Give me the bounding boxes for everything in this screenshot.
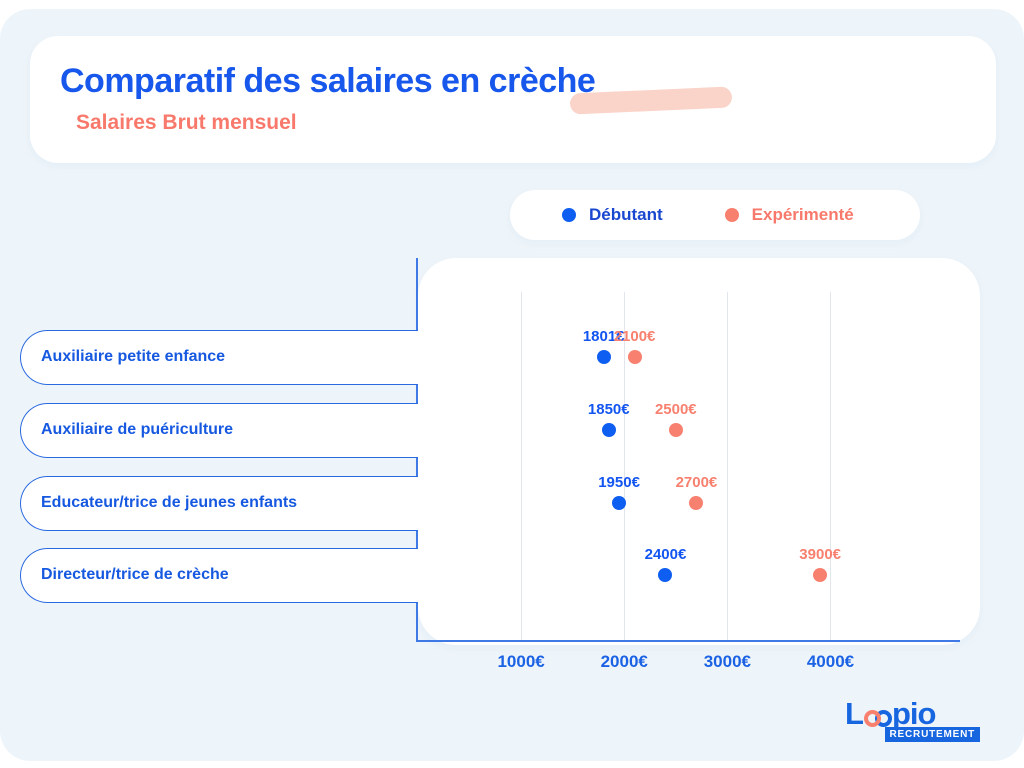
value-label: 1850€: [587, 401, 630, 418]
x-tick-label: 3000€: [703, 652, 751, 671]
logo-o-ring-coral-icon: [863, 709, 881, 727]
data-point-expérimenté-3900€: [813, 568, 828, 582]
gridline-1000€: [521, 292, 523, 640]
page-title: Comparatif des salaires en crèche: [60, 62, 596, 100]
value-label: 2500€: [654, 401, 697, 418]
x-axis-ticks: 1000€ 2000€ 3000€ 4000€: [418, 646, 980, 676]
gridline-3000€: [727, 292, 729, 640]
experimente-dot-icon: [724, 208, 739, 222]
chart-card: [418, 258, 980, 645]
data-point-débutant-2400€: [658, 568, 673, 582]
value-label: 3900€: [799, 546, 842, 563]
category-label: Directeur/trice de crèche: [41, 566, 229, 583]
logo-letter-l: L: [845, 696, 864, 731]
legend-label-debutant: Débutant: [589, 205, 663, 224]
data-point-expérimenté-2100€: [627, 350, 642, 364]
data-point-débutant-1850€: [601, 423, 616, 437]
data-point-expérimenté-2500€: [668, 423, 683, 437]
logo-wordmark: L pio: [845, 696, 936, 731]
legend-item-experimente: Expérimenté: [724, 205, 854, 225]
category-pill: Auxiliaire petite enfance: [20, 329, 418, 385]
x-axis-line: [416, 640, 960, 642]
category-pill: Auxiliaire de puériculture: [20, 402, 418, 458]
category-label-list: Auxiliaire petite enfance Auxiliaire de p…: [20, 258, 418, 645]
category-pill: Educateur/trice de jeunes enfants: [20, 475, 418, 531]
debutant-dot-icon: [562, 208, 576, 222]
x-tick-label: 1000€: [497, 652, 545, 671]
value-label: 2700€: [675, 474, 718, 491]
x-tick-label: 2000€: [600, 652, 648, 671]
value-label: 2400€: [644, 546, 687, 563]
brand-logo: L pio RECRUTEMENT: [845, 698, 980, 742]
value-label: 1801€: [582, 328, 625, 345]
category-label: Auxiliaire de puériculture: [41, 421, 234, 438]
category-label: Educateur/trice de jeunes enfants: [41, 494, 298, 511]
plot-area: 1801€ 1850€ 1950€ 2400€ 2100€ 2500€ 2700€ 3900€: [418, 258, 980, 645]
gridline-4000€: [830, 292, 832, 640]
page-subtitle: Salaires Brut mensuel: [76, 111, 297, 134]
legend-label-experimente: Expérimenté: [751, 205, 854, 224]
category-pill: Directeur/trice de crèche: [20, 547, 418, 603]
logo-tagline: RECRUTEMENT: [884, 727, 980, 742]
category-label: Auxiliaire petite enfance: [41, 348, 226, 365]
data-point-débutant-1801€: [596, 350, 611, 364]
chart-legend: Débutant Expérimenté: [510, 190, 920, 240]
data-point-débutant-1950€: [612, 496, 627, 510]
logo-letters-pio: pio: [891, 696, 936, 731]
data-point-expérimenté-2700€: [689, 496, 704, 510]
value-label: 2100€: [613, 328, 656, 345]
header-card: Comparatif des salaires en crèche Salair…: [30, 36, 996, 163]
value-label: 1950€: [598, 474, 640, 491]
gridline-2000€: [624, 292, 626, 640]
x-tick-label: 4000€: [806, 652, 855, 671]
legend-item-debutant: Débutant: [562, 205, 663, 225]
